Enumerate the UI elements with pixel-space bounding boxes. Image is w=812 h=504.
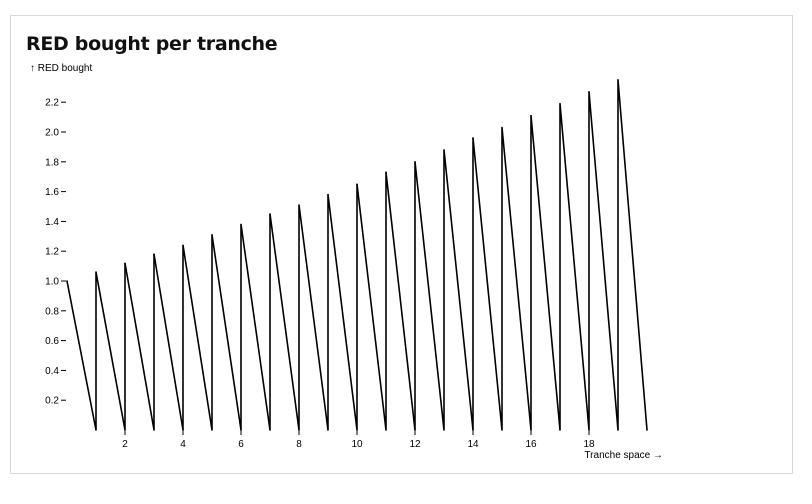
- y-tick-label: 0.8: [45, 306, 59, 317]
- data-point: [646, 429, 648, 431]
- data-point: [501, 126, 503, 129]
- x-tick-label: 4: [180, 439, 186, 450]
- data-point: [559, 429, 561, 431]
- data-point: [588, 429, 590, 431]
- data-point: [124, 429, 126, 431]
- series-group: [66, 79, 648, 431]
- data-point: [617, 429, 619, 431]
- data-point: [559, 102, 561, 105]
- data-point: [530, 429, 532, 431]
- x-tick-label: 2: [122, 439, 128, 450]
- y-tick-label: 0.2: [45, 396, 59, 407]
- data-point: [501, 429, 503, 431]
- data-point: [182, 429, 184, 431]
- data-point: [66, 280, 68, 282]
- x-axis: 2 4 6 8 10 12 14 16 18: [122, 430, 595, 450]
- data-point: [617, 79, 619, 81]
- data-point: [240, 429, 242, 431]
- x-tick-label: 18: [583, 439, 595, 450]
- x-axis-label: Tranche space →: [584, 450, 663, 461]
- y-tick-label: 1.6: [45, 187, 59, 198]
- x-tick-label: 12: [409, 439, 421, 450]
- data-point: [298, 204, 300, 206]
- data-point: [356, 183, 358, 185]
- data-point: [269, 213, 271, 215]
- x-tick-label: 8: [296, 439, 302, 450]
- data-point: [443, 429, 445, 431]
- y-tick-label: 0.6: [45, 336, 59, 347]
- y-tick-label: 1.0: [45, 277, 59, 288]
- data-point: [153, 253, 155, 255]
- data-point: [443, 149, 445, 151]
- data-point: [298, 429, 300, 431]
- x-tick-label: 14: [467, 439, 479, 450]
- data-point: [385, 171, 387, 174]
- y-tick-label: 2.0: [45, 128, 59, 139]
- series-line: [66, 79, 648, 431]
- y-tick-label: 2.2: [45, 98, 59, 109]
- data-point: [327, 429, 329, 431]
- data-point: [211, 429, 213, 431]
- y-axis-label: ↑ RED bought: [30, 63, 92, 74]
- data-point: [385, 429, 387, 431]
- chart-title: RED bought per tranche: [26, 33, 278, 55]
- data-point: [327, 193, 329, 196]
- data-point: [95, 271, 97, 273]
- data-point: [472, 137, 474, 139]
- data-point: [530, 114, 532, 117]
- x-tick-label: 10: [351, 439, 363, 450]
- data-point: [414, 161, 416, 163]
- data-point: [472, 429, 474, 431]
- data-point: [588, 90, 590, 93]
- data-point: [240, 223, 242, 226]
- y-tick-label: 1.2: [45, 247, 59, 258]
- data-point: [95, 429, 97, 431]
- data-point: [182, 244, 184, 247]
- data-point: [356, 429, 358, 431]
- data-point: [124, 262, 126, 264]
- data-point: [269, 429, 271, 431]
- x-tick-label: 16: [525, 439, 537, 450]
- data-point: [153, 429, 155, 431]
- x-tick-label: 6: [238, 439, 244, 450]
- y-tick-label: 0.4: [45, 366, 59, 377]
- y-axis: 0.2 0.4 0.6 0.8 1.0 1.2 1.4 1.6 1.8 2.0 2.2: [45, 98, 66, 407]
- chart-card: [10, 15, 793, 474]
- data-point: [414, 429, 416, 431]
- y-tick-label: 1.4: [45, 217, 59, 228]
- y-tick-label: 1.8: [45, 157, 59, 168]
- data-point: [211, 234, 213, 236]
